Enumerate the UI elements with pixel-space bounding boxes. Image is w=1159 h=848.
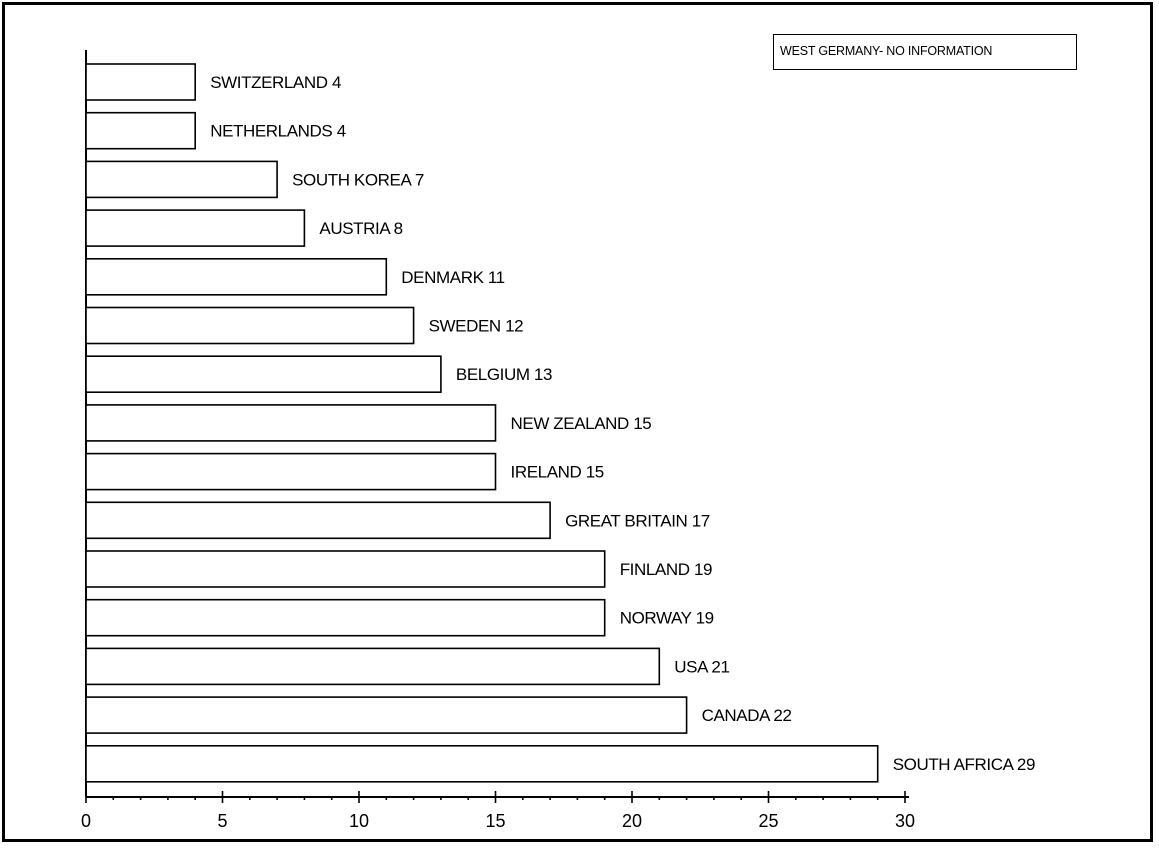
bar-denmark — [85, 258, 388, 296]
bar-label: NEW ZEALAND 15 — [511, 414, 652, 433]
bar-belgium — [85, 355, 442, 394]
bar-label: FINLAND 19 — [620, 560, 712, 579]
bar-label: NETHERLANDS 4 — [210, 122, 346, 141]
bar-label: AUSTRIA 8 — [319, 219, 402, 238]
bar-chart: SWITZERLAND 4 NETHERLANDS 4 SOUTH KOREA 7 A… — [81, 50, 1035, 831]
bar-label: CANADA 22 — [702, 706, 792, 725]
x-tick-label: 20 — [622, 811, 642, 831]
bar-canada — [85, 696, 688, 734]
bar-label: SOUTH AFRICA 29 — [893, 755, 1035, 774]
x-tick-label: 10 — [349, 811, 369, 831]
bar-label: GREAT BRITAIN 17 — [565, 511, 710, 530]
bar-switzerland — [85, 63, 196, 101]
bar-usa — [85, 647, 661, 686]
bar-netherlands — [85, 111, 196, 150]
bar-sweden — [85, 306, 415, 345]
bar-austria — [85, 209, 306, 247]
bar-label: SWITZERLAND 4 — [210, 73, 341, 92]
bar-label: BELGIUM 13 — [456, 365, 552, 384]
bar-label: IRELAND 15 — [511, 463, 604, 482]
x-tick-label: 15 — [485, 811, 505, 831]
bar-label: NORWAY 19 — [620, 609, 714, 628]
x-tick-label: 5 — [217, 811, 227, 831]
bar-finland — [85, 550, 606, 588]
x-tick-label: 25 — [758, 811, 778, 831]
bar-great-britain — [85, 501, 551, 540]
bar-south-africa — [85, 744, 879, 783]
annotation-note: WEST GERMANY- NO INFORMATION — [773, 34, 1077, 70]
bar-label: SWEDEN 12 — [429, 317, 524, 336]
bar-ireland — [85, 452, 497, 491]
x-tick-label: 30 — [895, 811, 915, 831]
bar-south-korea — [85, 160, 278, 199]
x-tick-label: 0 — [81, 811, 91, 831]
bar-new-zealand — [85, 404, 497, 442]
bar-norway — [85, 598, 606, 637]
bar-label: SOUTH KOREA 7 — [292, 170, 424, 189]
bar-label: DENMARK 11 — [401, 268, 504, 287]
bar-label: USA 21 — [674, 657, 729, 676]
